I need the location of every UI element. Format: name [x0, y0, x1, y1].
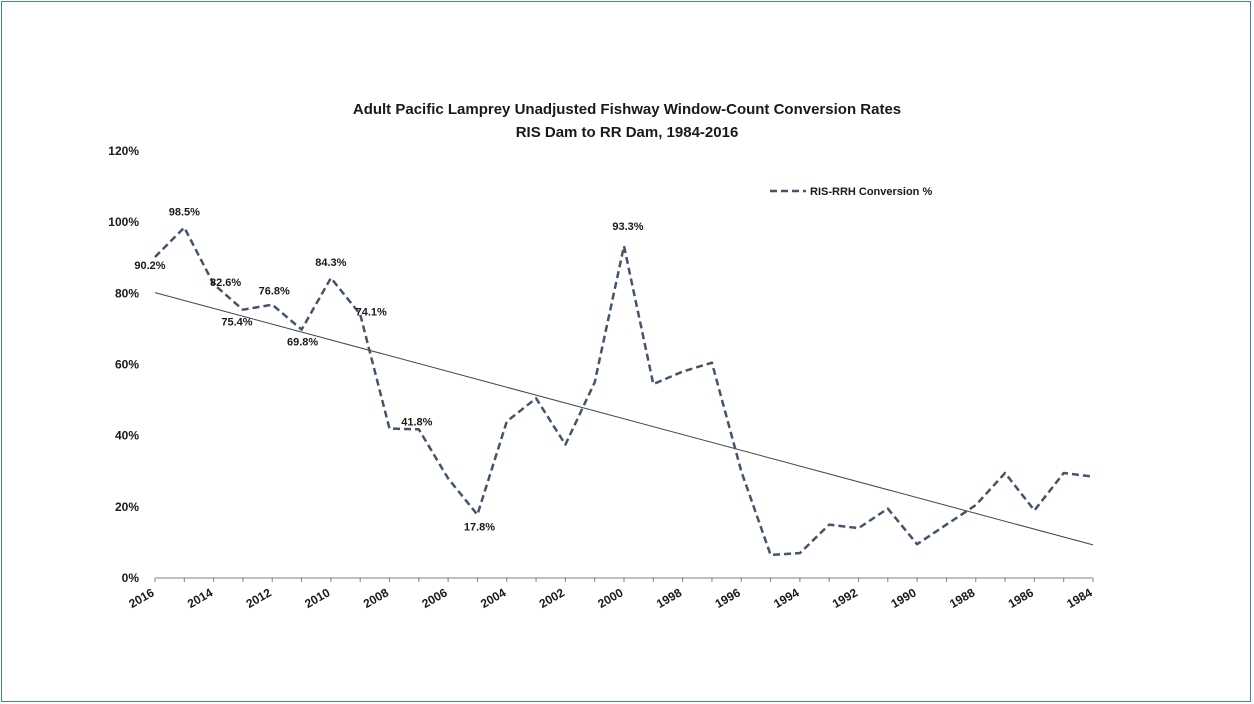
x-tick-label: 2010 — [302, 585, 332, 611]
data-label: 41.8% — [401, 416, 432, 428]
x-axis: 2016 2014 2012 2010 2008 2006 2004 2002 2000 1998… — [126, 577, 1095, 611]
series-line — [154, 226, 1094, 557]
data-label: 69.8% — [287, 337, 318, 349]
chart-title: Adult Pacific Lamprey Unadjusted Fishway… — [352, 101, 902, 118]
y-tick-label: 60% — [115, 358, 139, 372]
x-tick-label: 1994 — [771, 585, 801, 611]
x-tick-label: 1998 — [654, 585, 684, 611]
data-label: 75.4% — [221, 317, 252, 329]
data-label: 90.2% — [134, 260, 165, 272]
legend-label: RIS-RRH Conversion % — [810, 186, 932, 198]
x-tick-label: 2016 — [126, 585, 156, 611]
x-tick-label: 2008 — [361, 585, 391, 611]
x-tick-label: 1986 — [1006, 585, 1036, 611]
x-tick-label: 1988 — [947, 585, 977, 611]
data-label: 93.3% — [612, 221, 643, 233]
x-tick-label: 2004 — [478, 585, 508, 611]
series-group — [154, 226, 1094, 557]
chart-subtitle: RIS Dam to RR Dam, 1984-2016 — [515, 124, 739, 141]
x-tick-label: 1984 — [1064, 585, 1094, 611]
x-tick-label: 1996 — [713, 585, 743, 611]
data-label: 74.1% — [356, 306, 387, 318]
trendline-group — [154, 292, 1094, 546]
y-tick-label: 120% — [108, 144, 139, 158]
x-tick-label: 2012 — [244, 585, 274, 611]
y-tick-label: 100% — [108, 215, 139, 229]
data-label: 76.8% — [259, 286, 290, 298]
x-tick-label: 2006 — [419, 585, 449, 611]
y-tick-label: 0% — [122, 571, 140, 585]
y-axis-ticks: 0% 20% 40% 60% 80% 100% 120% — [108, 144, 139, 585]
data-label: 82.6% — [210, 277, 241, 289]
data-label: 98.5% — [169, 207, 200, 219]
data-label: 17.8% — [464, 522, 495, 534]
y-tick-label: 80% — [115, 286, 139, 300]
y-tick-label: 40% — [115, 429, 139, 443]
data-labels: 90.2% 98.5% 82.6% 75.4% 76.8% 69.8% 84.3% 74.1%… — [134, 207, 643, 534]
y-tick-label: 20% — [115, 500, 139, 514]
trendline — [154, 292, 1094, 546]
x-tick-label: 2014 — [185, 585, 215, 611]
data-label: 84.3% — [315, 257, 346, 269]
x-tick-label: 2000 — [595, 585, 625, 611]
x-tick-label: 1992 — [830, 585, 860, 611]
x-tick-label: 2002 — [537, 585, 567, 611]
x-tick-label: 1990 — [888, 585, 918, 611]
legend: RIS-RRH Conversion % — [770, 186, 932, 198]
